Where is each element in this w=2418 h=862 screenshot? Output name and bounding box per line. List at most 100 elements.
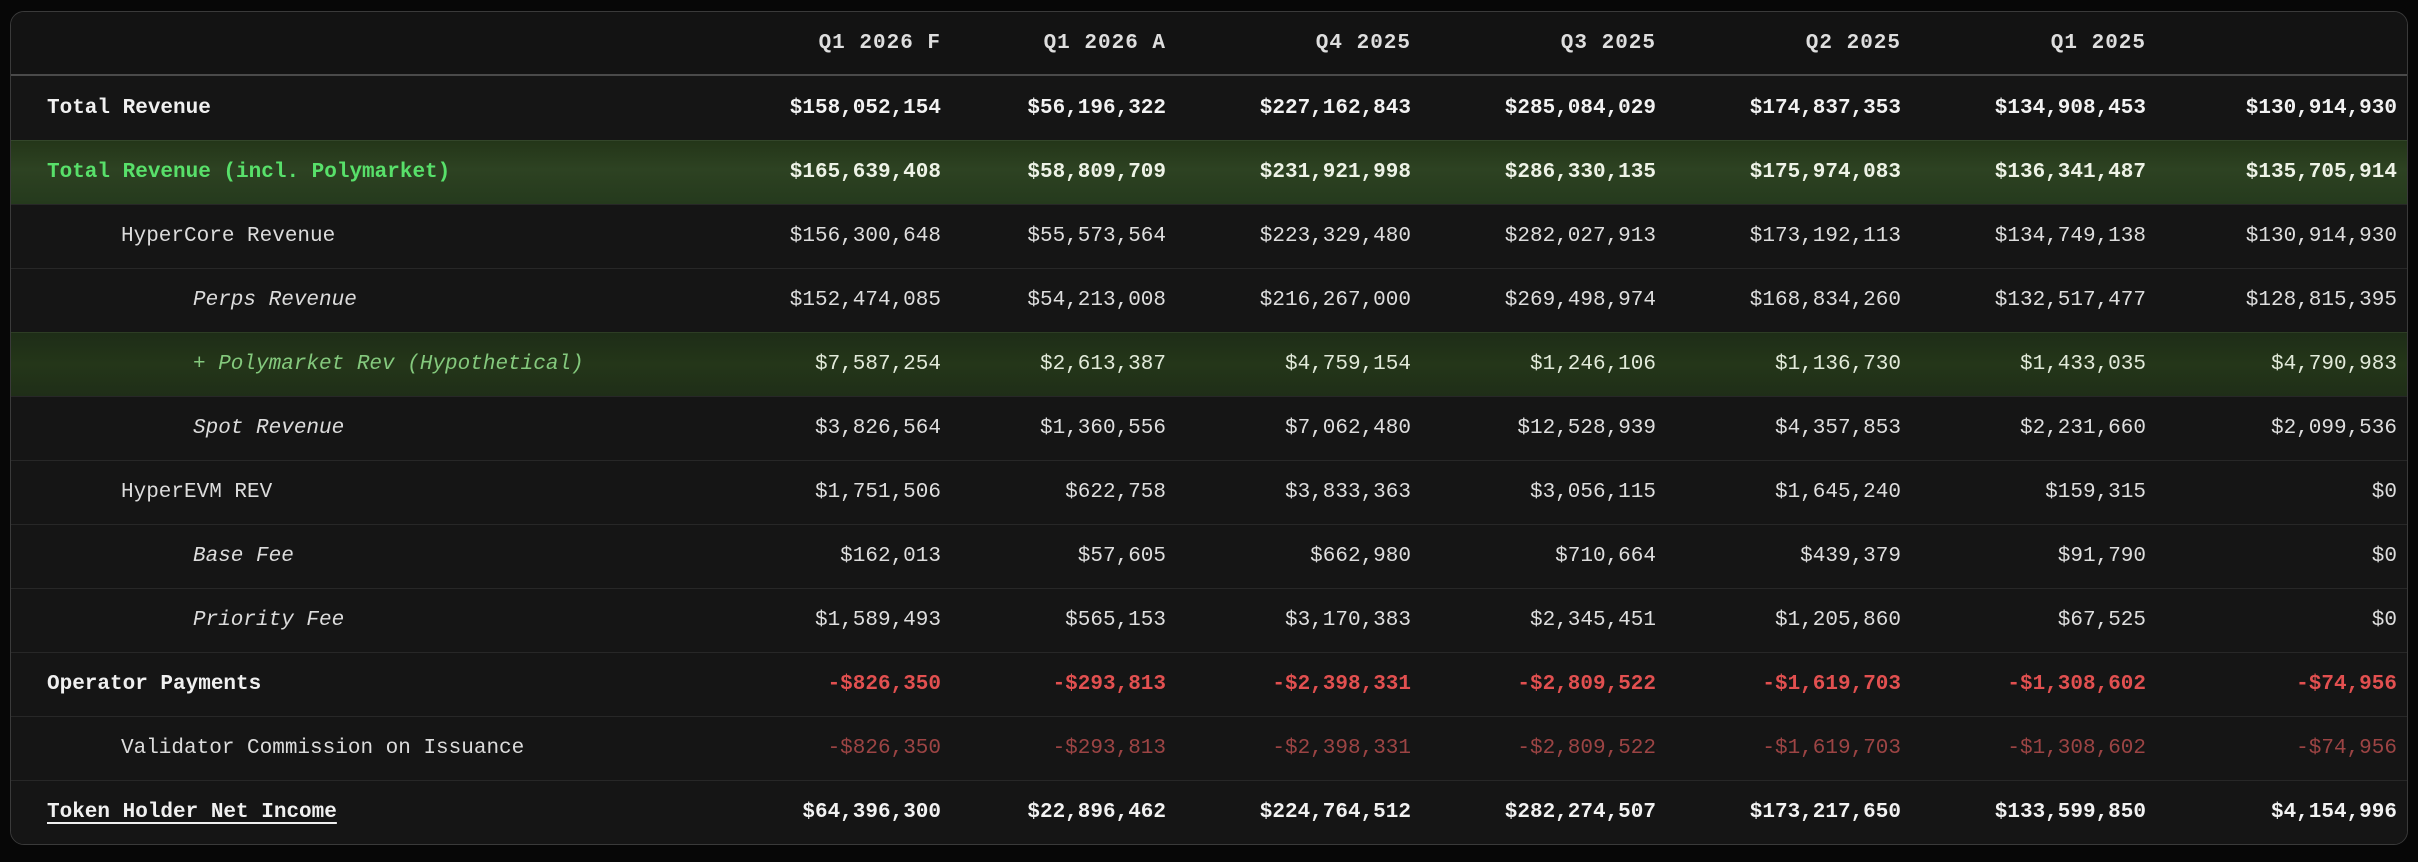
cell-value: -$2,809,522 [1517, 673, 1656, 696]
cell-value: $2,345,451 [1529, 609, 1656, 632]
cell-value: $285,084,029 [1504, 96, 1656, 120]
cell-value: $282,274,507 [1504, 801, 1656, 824]
cell-value: $1,246,106 [1529, 353, 1656, 376]
cell-value: -$1,619,703 [1762, 737, 1901, 760]
row-label: Perps Revenue [193, 289, 357, 312]
cell-value: $662,980 [1310, 545, 1411, 568]
cell-value: $565,153 [1065, 609, 1166, 632]
cell-value: $4,759,154 [1284, 353, 1411, 376]
table-row: + Polymarket Rev (Hypothetical) $7,587,25… [11, 332, 2407, 396]
cell-value: $1,136,730 [1774, 353, 1901, 376]
cell-value: -$826,350 [827, 673, 941, 696]
table-row: Total Revenue $158,052,154 $56,196,322 $227… [11, 76, 2407, 140]
cell-value: $152,474,085 [789, 289, 941, 312]
cell-value: -$2,398,331 [1272, 737, 1411, 760]
cell-value: $1,589,493 [814, 609, 941, 632]
cell-value: -$2,809,522 [1517, 737, 1656, 760]
cell-value: $1,360,556 [1039, 417, 1166, 440]
cell-value: $282,027,913 [1504, 225, 1656, 248]
table-row: Base Fee $162,013 $57,605 $662,980 $710,664 $… [11, 524, 2407, 588]
cell-value: $4,154,996 [2270, 801, 2397, 824]
cell-value: $1,751,506 [814, 481, 941, 504]
cell-value: $12,528,939 [1517, 417, 1656, 440]
cell-value: $3,056,115 [1529, 481, 1656, 504]
cell-value: $216,267,000 [1259, 289, 1411, 312]
cell-value: $3,170,383 [1284, 609, 1411, 632]
row-label: HyperCore Revenue [121, 225, 336, 248]
column-header-q4-2025: Q4 2025 [1315, 31, 1411, 55]
column-header-q1-2026-a: Q1 2026 A [1043, 31, 1166, 55]
cell-value: -$293,813 [1052, 673, 1166, 696]
revenue-table-panel: Q1 2026 F Q1 2026 A Q4 2025 Q3 2025 Q2 2025 Q… [10, 11, 2408, 845]
cell-value: $159,315 [2045, 481, 2146, 504]
cell-value: $3,833,363 [1284, 481, 1411, 504]
row-label: + Polymarket Rev (Hypothetical) [193, 353, 584, 376]
table-row: Perps Revenue $152,474,085 $54,213,008 $216… [11, 268, 2407, 332]
row-label: Base Fee [193, 545, 294, 568]
column-header-q1-2026-f: Q1 2026 F [818, 31, 941, 55]
cell-value: $0 [2371, 609, 2397, 632]
cell-value: $128,815,395 [2245, 289, 2397, 312]
cell-value: $22,896,462 [1027, 801, 1166, 824]
cell-value: $0 [2371, 545, 2397, 568]
cell-value: $1,645,240 [1774, 481, 1901, 504]
cell-value: $231,921,998 [1259, 161, 1411, 184]
cell-value: $175,974,083 [1749, 161, 1901, 184]
cell-value: $2,099,536 [2270, 417, 2397, 440]
table-row: HyperEVM REV $1,751,506 $622,758 $3,833,363… [11, 460, 2407, 524]
table-row: Validator Commission on Issuance -$826,35… [11, 716, 2407, 780]
cell-value: $0 [2371, 481, 2397, 504]
cell-value: $1,433,035 [2019, 353, 2146, 376]
cell-value: $227,162,843 [1259, 96, 1411, 120]
cell-value: $91,790 [2057, 545, 2146, 568]
cell-value: $133,599,850 [1994, 801, 2146, 824]
cell-value: $2,231,660 [2019, 417, 2146, 440]
cell-value: $3,826,564 [814, 417, 941, 440]
cell-value: $130,914,930 [2245, 96, 2397, 120]
cell-value: $2,613,387 [1039, 353, 1166, 376]
cell-value: -$74,956 [2296, 737, 2397, 760]
table-header-row: Q1 2026 F Q1 2026 A Q4 2025 Q3 2025 Q2 2025 Q… [11, 12, 2407, 76]
cell-value: -$1,308,602 [2007, 737, 2146, 760]
cell-value: $156,300,648 [789, 225, 941, 248]
row-label: Operator Payments [47, 673, 262, 696]
cell-value: $158,052,154 [789, 96, 941, 120]
cell-value: $56,196,322 [1027, 96, 1166, 120]
cell-value: $57,605 [1077, 545, 1166, 568]
cell-value: $173,217,650 [1749, 801, 1901, 824]
cell-value: $64,396,300 [802, 801, 941, 824]
column-header-q3-2025: Q3 2025 [1560, 31, 1656, 55]
table-row: Priority Fee $1,589,493 $565,153 $3,170,383… [11, 588, 2407, 652]
row-label: Total Revenue [47, 96, 211, 120]
cell-value: -$74,956 [2296, 673, 2397, 696]
column-header-q1-2025: Q1 2025 [2050, 31, 2146, 55]
cell-value: $439,379 [1800, 545, 1901, 568]
cell-value: $58,809,709 [1027, 161, 1166, 184]
cell-value: $165,639,408 [789, 161, 941, 184]
cell-value: $7,062,480 [1284, 417, 1411, 440]
cell-value: $55,573,564 [1027, 225, 1166, 248]
cell-value: $223,329,480 [1259, 225, 1411, 248]
cell-value: $269,498,974 [1504, 289, 1656, 312]
cell-value: $135,705,914 [2245, 161, 2397, 184]
cell-value: $136,341,487 [1994, 161, 2146, 184]
cell-value: $134,908,453 [1994, 96, 2146, 120]
cell-value: $4,357,853 [1774, 417, 1901, 440]
row-label: Priority Fee [193, 609, 345, 632]
cell-value: $286,330,135 [1504, 161, 1656, 184]
column-header-q2-2025: Q2 2025 [1805, 31, 1901, 55]
table-row: Total Revenue (incl. Polymarket) $165,639… [11, 140, 2407, 204]
cell-value: $224,764,512 [1259, 801, 1411, 824]
cell-value: $7,587,254 [814, 353, 941, 376]
row-label: Validator Commission on Issuance [121, 737, 525, 760]
cell-value: -$1,619,703 [1762, 673, 1901, 696]
cell-value: $134,749,138 [1994, 225, 2146, 248]
table-row: Operator Payments -$826,350 -$293,813 -$2,3… [11, 652, 2407, 716]
row-label: HyperEVM REV [121, 481, 273, 504]
row-label: Total Revenue (incl. Polymarket) [47, 161, 451, 184]
cell-value: $132,517,477 [1994, 289, 2146, 312]
cell-value: -$2,398,331 [1272, 673, 1411, 696]
cell-value: $4,790,983 [2270, 353, 2397, 376]
cell-value: -$826,350 [827, 737, 941, 760]
cell-value: $168,834,260 [1749, 289, 1901, 312]
